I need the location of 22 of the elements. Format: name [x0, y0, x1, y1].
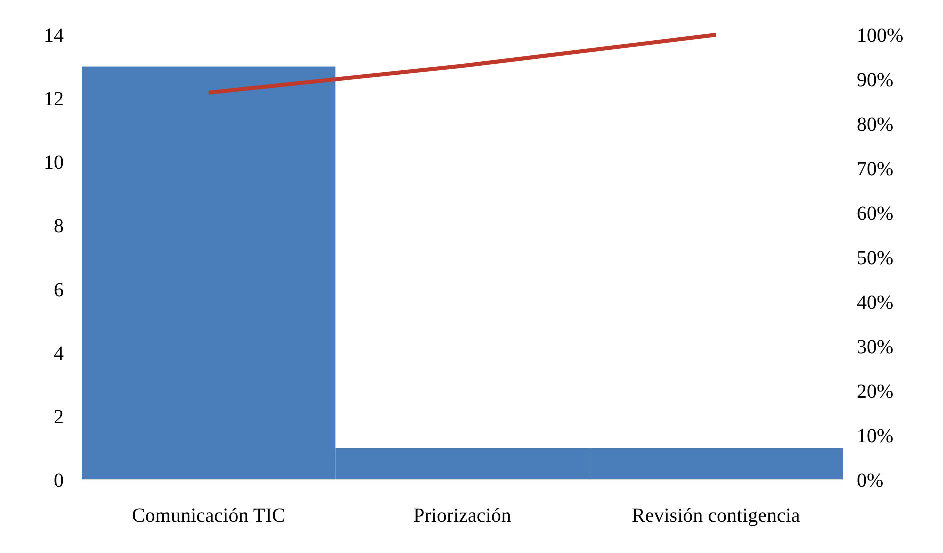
y-tick-label: 12 [44, 88, 64, 111]
y2-tick-label: 40% [857, 292, 894, 314]
x-tick-label: Revisión contigencia [632, 505, 800, 527]
y2-tick-label: 70% [857, 158, 894, 180]
y2-tick-label: 60% [857, 203, 894, 225]
x-tick-label: Priorización [414, 505, 512, 527]
y-tick-label: 8 [54, 216, 64, 238]
y-tick-label: 10 [44, 152, 64, 174]
y2-tick-label: 30% [857, 336, 894, 358]
x-tick-label: Comunicación TIC [132, 505, 286, 527]
y2-tick-label: 20% [857, 381, 894, 403]
y-tick-label: 14 [44, 25, 64, 47]
y2-tick-label: 0% [857, 470, 884, 492]
y2-tick-label: 80% [857, 114, 894, 136]
y-tick-label: 0 [54, 470, 64, 492]
y2-tick-label: 90% [857, 70, 894, 92]
y2-tick-label: 50% [857, 248, 894, 270]
y2-tick-label: 100% [857, 25, 904, 47]
y2-tick-label: 10% [857, 426, 894, 448]
y-tick-label: 6 [54, 279, 64, 302]
y-tick-label: 4 [54, 342, 64, 365]
y-tick-label: 2 [54, 406, 64, 428]
